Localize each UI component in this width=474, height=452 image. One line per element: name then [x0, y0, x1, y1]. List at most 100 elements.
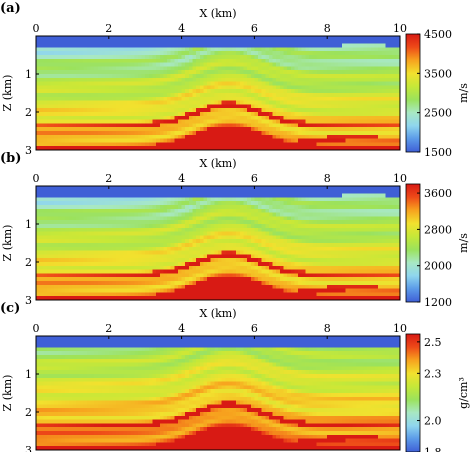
- heatmap-cell: [134, 258, 139, 263]
- heatmap-cell: [145, 205, 150, 210]
- heatmap-cell: [163, 70, 168, 75]
- heatmap-cell: [298, 224, 303, 229]
- heatmap-cell: [156, 138, 161, 143]
- heatmap-cell: [105, 47, 110, 52]
- heatmap-cell: [363, 131, 368, 136]
- heatmap-cell: [76, 119, 81, 124]
- heatmap-cell: [258, 115, 263, 121]
- heatmap-cell: [221, 62, 226, 67]
- heatmap-cell: [123, 224, 128, 229]
- heatmap-cell: [163, 201, 168, 206]
- heatmap-cell: [367, 212, 372, 217]
- heatmap-cell: [116, 85, 121, 90]
- heatmap-cell: [196, 146, 201, 151]
- heatmap-cell: [159, 43, 164, 48]
- heatmap-cell: [137, 243, 143, 248]
- heatmap-cell: [159, 186, 164, 191]
- colorbar-tick-label: 3500: [424, 67, 452, 80]
- heatmap-cell: [385, 131, 390, 136]
- heatmap-cell: [72, 58, 77, 64]
- heatmap-cell: [319, 142, 325, 147]
- heatmap-cell: [287, 39, 292, 45]
- heatmap-cell: [294, 201, 299, 206]
- heatmap-cell: [112, 246, 117, 252]
- heatmap-cell: [192, 77, 197, 83]
- heatmap-cell: [141, 193, 146, 198]
- heatmap-cell: [43, 112, 48, 117]
- heatmap-cell: [323, 146, 328, 151]
- heatmap-cell: [236, 93, 241, 98]
- heatmap-cell: [287, 197, 292, 202]
- heatmap-cell: [185, 205, 190, 210]
- heatmap-cell: [283, 96, 288, 102]
- heatmap-cell: [50, 197, 55, 202]
- heatmap-cell: [352, 115, 357, 121]
- heatmap-cell: [192, 246, 197, 252]
- heatmap-cell: [119, 36, 124, 41]
- heatmap-cell: [309, 123, 314, 128]
- heatmap-cell: [185, 189, 190, 195]
- heatmap-cell: [196, 39, 201, 45]
- heatmap-cell: [232, 208, 237, 214]
- heatmap-cell: [250, 108, 255, 113]
- heatmap-cell: [316, 74, 321, 79]
- heatmap-cell: [356, 205, 361, 210]
- heatmap-cell: [188, 85, 194, 90]
- heatmap-cell: [130, 108, 135, 113]
- heatmap-cell: [192, 193, 197, 198]
- heatmap-cell: [294, 235, 299, 240]
- heatmap-cell: [389, 212, 394, 217]
- heatmap-cell: [137, 85, 143, 90]
- heatmap-cell: [76, 104, 81, 109]
- heatmap-cell: [279, 239, 285, 244]
- heatmap-cell: [174, 138, 179, 143]
- heatmap-cell: [174, 131, 179, 136]
- heatmap-cell: [105, 239, 110, 244]
- heatmap-cell: [312, 85, 317, 90]
- x-tick-label: 8: [324, 22, 331, 35]
- heatmap-cell: [338, 146, 343, 151]
- heatmap-cell: [181, 250, 186, 255]
- heatmap-cell: [90, 93, 95, 98]
- heatmap-cell: [76, 231, 81, 236]
- heatmap-cell: [57, 227, 63, 233]
- heatmap-cell: [174, 193, 179, 198]
- heatmap-cell: [258, 96, 263, 102]
- heatmap-cell: [265, 115, 270, 121]
- heatmap-cell: [159, 201, 164, 206]
- heatmap-cell: [261, 112, 266, 117]
- heatmap-cell: [156, 51, 161, 56]
- heatmap-cell: [319, 193, 325, 198]
- heatmap-cell: [123, 134, 128, 140]
- heatmap-cell: [46, 186, 52, 191]
- heatmap-cell: [218, 39, 223, 45]
- heatmap-cell: [50, 119, 55, 124]
- heatmap-cell: [72, 131, 77, 136]
- heatmap-cell: [46, 89, 52, 94]
- heatmap-cell: [334, 250, 339, 255]
- heatmap-cell: [170, 220, 175, 225]
- heatmap-cell: [250, 131, 255, 136]
- heatmap-cell: [232, 227, 237, 233]
- heatmap-cell: [188, 55, 194, 60]
- heatmap-cell: [367, 227, 372, 233]
- heatmap-cell: [330, 47, 336, 52]
- heatmap-cell: [156, 39, 161, 45]
- heatmap-cell: [65, 134, 70, 140]
- heatmap-cell: [207, 58, 212, 64]
- heatmap-cell: [374, 81, 379, 86]
- heatmap-cell: [392, 55, 397, 60]
- heatmap-cell: [276, 51, 281, 56]
- heatmap-cell: [254, 77, 259, 83]
- heatmap-cell: [185, 39, 190, 45]
- heatmap-cell: [283, 104, 288, 109]
- heatmap-cell: [309, 227, 314, 233]
- heatmap-cell: [167, 205, 172, 210]
- heatmap-cell: [349, 39, 354, 45]
- heatmap-cell: [250, 246, 255, 252]
- heatmap-cell: [192, 227, 197, 233]
- heatmap-cell: [79, 66, 84, 71]
- heatmap-cell: [352, 227, 357, 233]
- heatmap-cell: [90, 104, 95, 109]
- heatmap-cell: [123, 55, 128, 60]
